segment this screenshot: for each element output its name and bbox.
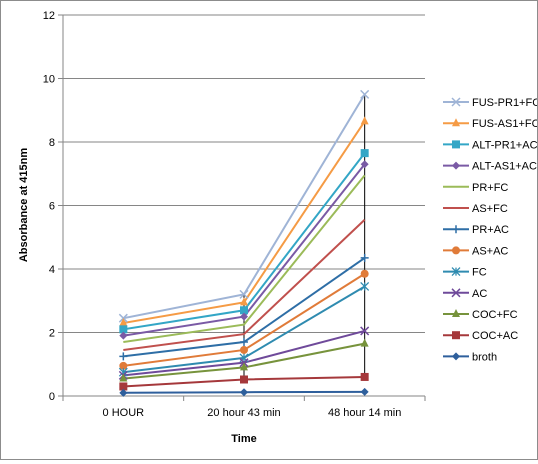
y-axis-title: Absorbance at 415nm [18,148,30,263]
legend-label: AC [472,288,487,300]
legend-label: ALT-PR1+AC [472,139,537,151]
series-markers [118,89,370,397]
series-line [123,174,366,344]
data-point [360,160,369,169]
data-point [119,317,128,326]
legend-label: AS+AC [472,245,508,257]
legend-item: AS+FC [443,203,508,215]
data-point [240,297,248,306]
series-line [123,219,366,351]
legend-label: PR+FC [472,182,508,194]
data-point [452,140,460,149]
data-point [451,288,461,298]
x-ticks: 0 HOUR 20 hour 43 min 48 hour 14 min [62,396,426,419]
legend-item: ALT-PR1+AC [443,139,538,151]
data-point [452,352,460,361]
data-point [240,345,248,354]
legend-item: COC+FC [443,309,518,321]
gridlines [63,14,425,333]
legend-item: FC [443,267,487,279]
legend-item: PR+FC [443,182,508,194]
data-point [119,388,128,397]
data-point [240,375,248,384]
legend-label: COC+FC [472,309,518,321]
y-tick-label: 8 [49,137,55,149]
legend-item: PR+AC [443,224,509,236]
data-point [239,289,249,299]
data-point [360,116,369,125]
legend-item: FUS-AS1+FC [443,118,538,130]
data-point [360,372,369,381]
data-point [240,388,248,397]
data-point [360,338,369,347]
legend-label: broth [472,351,497,363]
legend-item: AS+AC [443,245,508,257]
data-point [452,246,460,255]
data-point [119,325,128,334]
data-point [119,373,128,382]
legend-item: COC+AC [443,330,518,342]
data-point [360,149,369,158]
data-point [451,267,461,277]
data-point [452,161,460,170]
data-point [360,89,370,99]
x-axis-title: Time [231,433,256,445]
data-point [451,97,461,107]
x-tick-label: 20 hour 43 min [207,407,280,419]
y-ticks: 0 2 4 6 8 10 12 [43,10,63,403]
data-point [452,118,460,127]
data-point [240,362,248,371]
legend-label: FUS-AS1+FC [472,118,537,130]
series-line [123,93,366,320]
data-point [452,309,460,317]
y-tick-label: 10 [43,74,55,86]
y-tick-label: 6 [49,201,55,213]
data-point [452,331,460,340]
data-point [360,269,369,278]
data-point [360,282,370,291]
data-point [452,225,460,234]
y-tick-label: 12 [43,10,55,22]
y-tick-label: 2 [49,328,55,340]
y-tick-label: 4 [49,264,55,276]
legend-item: ALT-AS1+AC [443,161,537,173]
legend-label: PR+AC [472,224,509,236]
x-tick-label: 48 hour 14 min [328,407,401,419]
data-point [119,331,128,340]
data-point [360,253,369,262]
legend-item: AC [443,288,487,300]
data-point [360,326,370,336]
legend-item: broth [443,351,497,363]
legend-label: COC+AC [472,330,518,342]
legend-label: FC [472,267,487,279]
data-point [240,338,248,347]
data-point [119,382,128,391]
data-point [119,361,128,370]
y-tick-label: 0 [49,391,55,403]
legend-label: AS+FC [472,203,508,215]
data-point [360,387,369,396]
legend-label: FUS-PR1+FC [472,97,537,109]
data-point [240,306,248,315]
legend-item: FUS-PR1+FC [443,97,538,109]
x-tick-label: 0 HOUR [103,407,145,419]
data-point [119,352,128,361]
data-point [240,312,248,321]
legend: FUS-PR1+FC FUS-AS1+FC ALT-PR1+AC ALT-AS1+AC… [443,97,538,363]
legend-label: ALT-AS1+AC [472,161,537,173]
